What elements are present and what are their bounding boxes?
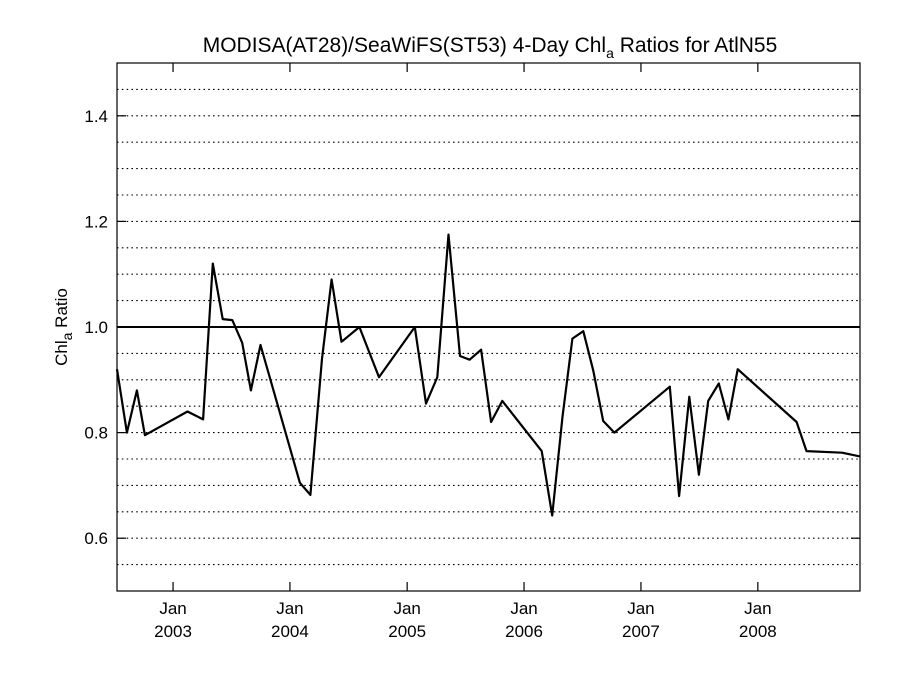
y-axis-label-main: Chl	[52, 340, 71, 366]
y-tick-label: 1.4	[84, 107, 108, 126]
x-axis: Jan 2003 Jan 2004 Jan 2005 Jan 2006 Jan 2007 Jan 20…	[154, 63, 777, 641]
x-tick-month-label: Jan	[276, 599, 303, 618]
chart-title-main: MODISA(AT28)/SeaWiFS(ST53) 4-Day Chl	[203, 34, 606, 57]
x-tick-month-label: Jan	[159, 599, 186, 618]
chart-title-end: Ratios for AtlN55	[614, 34, 777, 57]
y-tick-label: 1.0	[84, 318, 108, 337]
x-tick-year-label: 2003	[154, 622, 192, 641]
x-tick-month-label: Jan	[627, 599, 654, 618]
y-axis: 0.6 0.8 1.0 1.2 1.4	[84, 107, 860, 548]
y-tick-label: 1.2	[84, 212, 108, 231]
chart-title-subscript: a	[606, 45, 614, 61]
y-axis-label-end: Ratio	[52, 288, 71, 332]
x-tick-month-label: Jan	[510, 599, 537, 618]
y-tick-label: 0.8	[84, 424, 108, 443]
x-tick-month-label: Jan	[744, 599, 771, 618]
x-tick-year-label: 2004	[271, 622, 309, 641]
x-tick-year-label: 2005	[388, 622, 426, 641]
chart-title: MODISA(AT28)/SeaWiFS(ST53) 4-Day Chla Ra…	[203, 34, 778, 61]
y-tick-label: 0.6	[84, 529, 108, 548]
y-axis-label: Chla Ratio	[52, 288, 75, 366]
x-tick-year-label: 2007	[622, 622, 660, 641]
x-tick-month-label: Jan	[393, 599, 420, 618]
series-line	[115, 233, 861, 517]
x-tick-year-label: 2008	[739, 622, 777, 641]
x-tick-year-label: 2006	[505, 622, 543, 641]
y-axis-label-subscript: a	[59, 332, 75, 340]
